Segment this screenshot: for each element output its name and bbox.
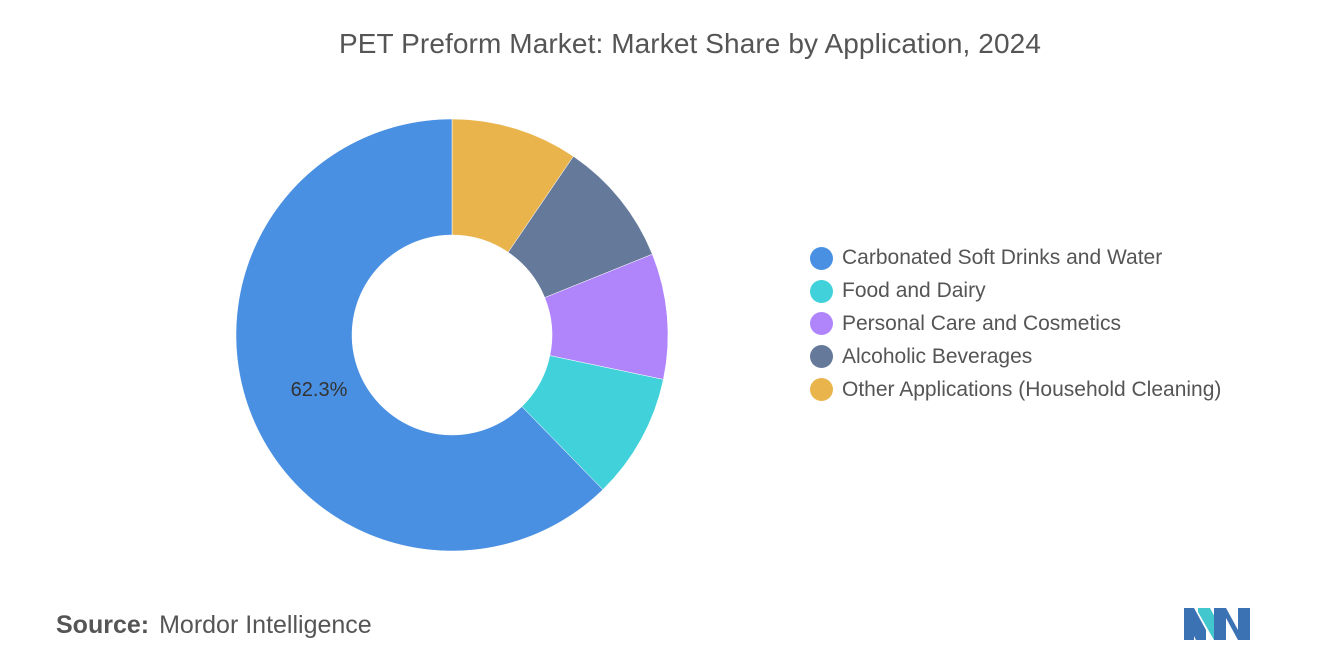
legend-swatch <box>810 246 833 270</box>
legend-item: Carbonated Soft Drinks and Water <box>810 242 1221 275</box>
legend-swatch <box>810 312 833 336</box>
legend-swatch <box>810 279 833 303</box>
legend-label: Personal Care and Cosmetics <box>842 311 1121 335</box>
legend-label: Carbonated Soft Drinks and Water <box>842 246 1163 270</box>
donut-slice-carbonated-soft-drinks-and-water <box>235 118 604 552</box>
data-label: 62.3% <box>291 379 348 401</box>
chart-title: PET Preform Market: Market Share by Appl… <box>339 28 1041 59</box>
mordor-intelligence-logo-icon <box>1184 608 1250 640</box>
legend-label: Alcoholic Beverages <box>842 344 1033 368</box>
chart-legend: Carbonated Soft Drinks and Water Food and… <box>810 242 1221 406</box>
source-label: Source: <box>56 611 150 639</box>
legend-swatch <box>810 378 833 402</box>
legend-item: Food and Dairy <box>810 275 1221 308</box>
legend-item: Personal Care and Cosmetics <box>810 308 1221 341</box>
legend-item: Other Applications (Household Cleaning) <box>810 373 1221 406</box>
legend-item: Alcoholic Beverages <box>810 340 1221 373</box>
source-value: Mordor Intelligence <box>159 611 372 639</box>
source-note: Source: Mordor Intelligence <box>56 611 372 640</box>
legend-label: Food and Dairy <box>842 279 986 303</box>
legend-label: Other Applications (Household Cleaning) <box>842 377 1222 401</box>
legend-swatch <box>810 345 833 369</box>
